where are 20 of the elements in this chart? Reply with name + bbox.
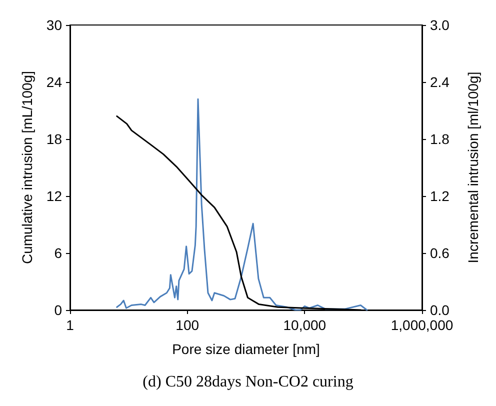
y-tick-label: 30: [46, 17, 62, 33]
y2-tick-label: 0.0: [430, 302, 450, 318]
x-tick-label: 1,000,000: [390, 317, 454, 333]
y-tick-label: 0: [54, 302, 62, 318]
x-axis-title: Pore size diameter [nm]: [172, 341, 320, 357]
y-tick-label: 6: [54, 245, 62, 261]
y2-tick-label: 2.4: [430, 74, 450, 90]
y2-tick-label: 3.0: [430, 17, 450, 33]
y-axis-title: Cumulative intrusion [mL/100g]: [19, 71, 35, 264]
y2-tick-label: 0.6: [430, 245, 450, 261]
y2-tick-label: 1.2: [430, 188, 450, 204]
y-tick-label: 18: [46, 131, 62, 147]
x-tick-label: 10,000: [283, 317, 326, 333]
text: (d) C50 28days Non-CO2 curing: [142, 374, 354, 390]
x-tick-label: 100: [176, 317, 200, 333]
y2-tick-label: 1.8: [430, 131, 450, 147]
x-tick-label: 1: [66, 317, 74, 333]
y2-axis-title: Incremental intrusion [ml/100g]: [465, 72, 481, 264]
y-tick-label: 12: [46, 188, 62, 204]
y-tick-label: 24: [46, 74, 62, 90]
